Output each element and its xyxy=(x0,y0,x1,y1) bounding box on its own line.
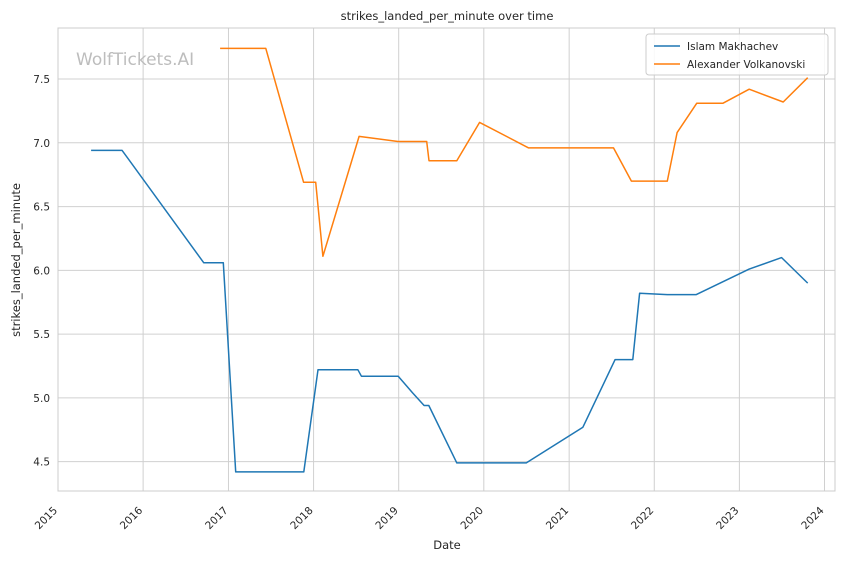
x-axis-label: Date xyxy=(433,538,461,552)
y-tick-label: 6.0 xyxy=(33,265,50,277)
x-tick-label: 2020 xyxy=(459,505,486,532)
y-tick-label: 4.5 xyxy=(33,457,50,469)
x-tick-label: 2024 xyxy=(799,504,827,532)
legend-label-islam: Islam Makhachev xyxy=(687,41,778,53)
watermark: WolfTickets.AI xyxy=(76,50,194,70)
series-lines xyxy=(91,47,809,473)
legend: Islam Makhachev Alexander Volkanovski xyxy=(645,33,829,76)
y-tick-label: 5.5 xyxy=(33,329,50,341)
legend-box xyxy=(645,33,829,76)
x-tick-label: 2015 xyxy=(33,505,60,532)
y-tick-label: 7.5 xyxy=(33,74,50,86)
x-tick-labels: 2015 2016 2017 2018 2019 2020 2021 2022 2023 2024 xyxy=(33,504,827,532)
series-line-alexander-volkanovski xyxy=(220,47,809,258)
x-tick-label: 2019 xyxy=(373,505,400,532)
legend-label-volkanovski: Alexander Volkanovski xyxy=(687,59,805,71)
x-tick-label: 2016 xyxy=(118,504,146,532)
x-tick-label: 2023 xyxy=(714,505,741,532)
y-tick-labels: 4.5 5.0 5.5 6.0 6.5 7.0 7.5 xyxy=(33,74,50,469)
y-tick-label: 7.0 xyxy=(33,138,50,150)
x-tick-label: 2017 xyxy=(203,505,230,532)
y-tick-label: 5.0 xyxy=(33,393,50,405)
y-tick-label: 6.5 xyxy=(33,202,50,214)
x-tick-label: 2022 xyxy=(629,505,656,532)
grid-lines xyxy=(57,28,835,491)
y-axis-label: strikes_landed_per_minute xyxy=(9,183,23,337)
x-tick-label: 2021 xyxy=(544,505,571,532)
x-tick-label: 2018 xyxy=(288,505,315,532)
series-line-islam-makhachev xyxy=(91,149,809,473)
chart-title: strikes_landed_per_minute over time xyxy=(341,9,554,23)
plot-frame xyxy=(57,27,836,492)
